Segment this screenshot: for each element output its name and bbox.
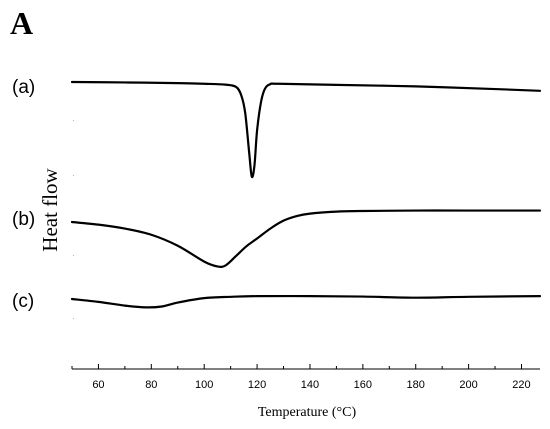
curve-a [72,82,540,177]
y-axis-dot [73,175,74,176]
panel-letter: A [10,5,33,41]
x-tick-label: 200 [459,379,477,391]
x-axis-label: Temperature (°C) [258,405,357,420]
curves [72,82,540,307]
curve-label-a: (a) [12,77,35,98]
x-tick-label: 140 [301,379,319,391]
y-axis-label: Heat flow [38,167,62,251]
x-axis: 60 80 100 120 140 160 180 200 220 [72,120,540,391]
curve-label-c: (c) [12,291,34,312]
x-tick-label: 180 [407,379,425,391]
x-tick-label: 120 [248,379,266,391]
curve-label-b: (b) [12,209,35,230]
curve-c [72,296,540,307]
x-tick-label: 220 [512,379,530,391]
x-tick-label: 60 [92,379,104,391]
x-tick-label: 80 [145,379,157,391]
curve-b [72,211,540,267]
y-axis-dot [73,255,74,256]
x-tick-label: 100 [195,379,213,391]
y-axis-dot [73,318,74,319]
x-tick-label: 160 [354,379,372,391]
y-axis-dot [73,120,74,121]
curve-labels: (a) (b) (c) [12,77,35,312]
